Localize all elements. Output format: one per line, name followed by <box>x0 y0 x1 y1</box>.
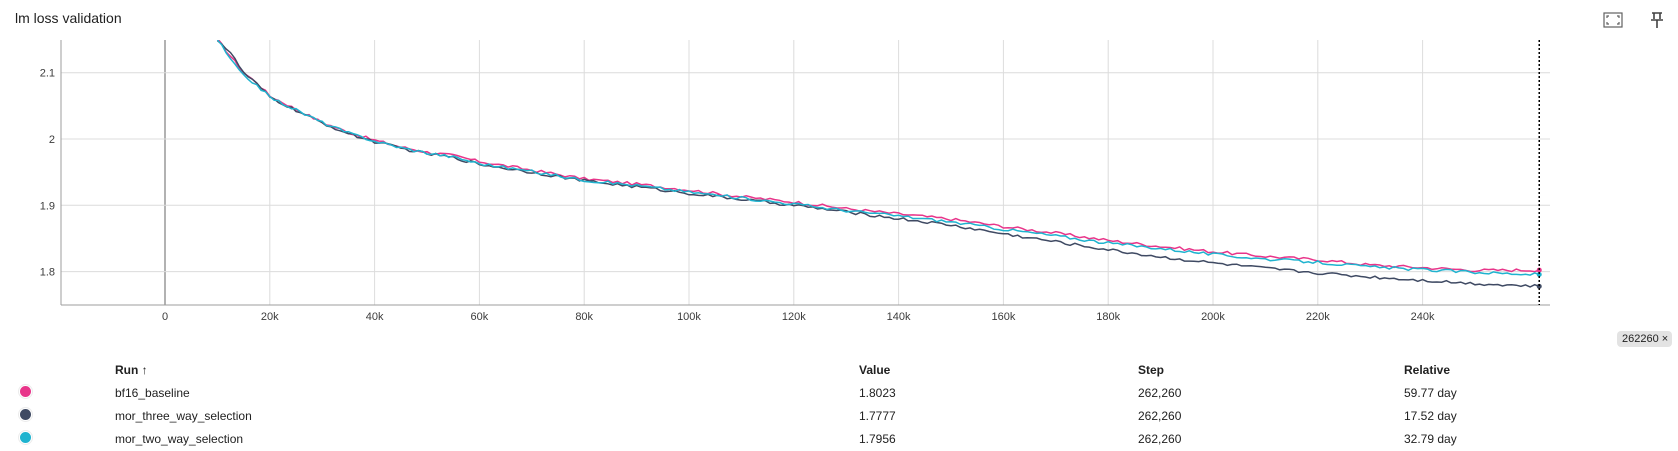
series-end-point <box>1536 283 1542 289</box>
y-tick-label: 1.8 <box>40 267 55 279</box>
run-relative: 17.52 day <box>1404 408 1457 423</box>
run-column-header[interactable]: Run ↑ <box>115 362 148 377</box>
run-color-dot <box>19 407 32 421</box>
x-tick-label: 60k <box>471 311 489 323</box>
x-tick-label: 140k <box>887 311 911 323</box>
series-line-mor_three_way_selection <box>216 40 1540 288</box>
chart-title: lm loss validation <box>15 10 122 26</box>
cursor-step-label: 262260 <box>1622 333 1659 345</box>
y-tick-label: 2 <box>49 134 55 146</box>
run-value: 1.7777 <box>859 408 896 423</box>
run-step: 262,260 <box>1138 431 1182 446</box>
run-color-dot <box>19 430 32 444</box>
run-value: 1.8023 <box>859 385 896 400</box>
series-line-mor_two_way_selection <box>216 40 1540 276</box>
x-tick-label: 220k <box>1306 311 1330 323</box>
x-tick-label: 240k <box>1411 311 1435 323</box>
series-end-point <box>1536 272 1542 278</box>
run-step: 262,260 <box>1138 408 1182 423</box>
run-value: 1.7956 <box>859 431 896 446</box>
run-relative: 32.79 day <box>1404 431 1457 446</box>
table-row[interactable]: bf16_baseline 1.8023 262,260 59.77 day <box>0 381 1604 404</box>
run-color-dot <box>19 384 32 398</box>
x-tick-label: 120k <box>782 311 806 323</box>
run-name: mor_three_way_selection <box>115 408 252 423</box>
table-header-row: Run ↑ Value Step Relative <box>0 358 1604 381</box>
x-tick-label: 160k <box>991 311 1015 323</box>
series-end-point <box>1536 267 1542 273</box>
run-name: mor_two_way_selection <box>115 431 244 446</box>
x-tick-label: 100k <box>677 311 701 323</box>
x-tick-label: 0 <box>162 311 168 323</box>
table-row[interactable]: mor_two_way_selection 1.7956 262,260 32.… <box>0 427 1604 450</box>
y-tick-label: 1.9 <box>40 200 55 212</box>
x-tick-label: 180k <box>1096 311 1120 323</box>
close-icon[interactable]: × <box>1661 333 1669 345</box>
pin-icon[interactable] <box>1645 8 1669 32</box>
runs-table: Run ↑ Value Step Relative bf16_baseline … <box>0 358 1604 450</box>
step-column-header[interactable]: Step <box>1138 362 1165 377</box>
x-tick-label: 200k <box>1201 311 1225 323</box>
run-step: 262,260 <box>1138 385 1182 400</box>
run-name: bf16_baseline <box>115 385 190 400</box>
cursor-step-badge: 262260 × <box>1617 331 1673 347</box>
table-row[interactable]: mor_three_way_selection 1.7777 262,260 1… <box>0 404 1604 427</box>
run-relative: 59.77 day <box>1404 385 1457 400</box>
fullscreen-icon[interactable] <box>1601 8 1625 32</box>
loss-chart[interactable]: 0 20k 40k 60k 80k 100k 120k 140k 160k 180k 200k 220… <box>0 0 1678 356</box>
x-tick-label: 80k <box>575 311 593 323</box>
y-tick-label: 2.1 <box>40 68 55 80</box>
relative-column-header[interactable]: Relative <box>1404 362 1451 377</box>
value-column-header[interactable]: Value <box>859 362 891 377</box>
x-tick-label: 20k <box>261 311 279 323</box>
series-line-bf16_baseline <box>217 40 1540 273</box>
x-tick-label: 40k <box>366 311 384 323</box>
